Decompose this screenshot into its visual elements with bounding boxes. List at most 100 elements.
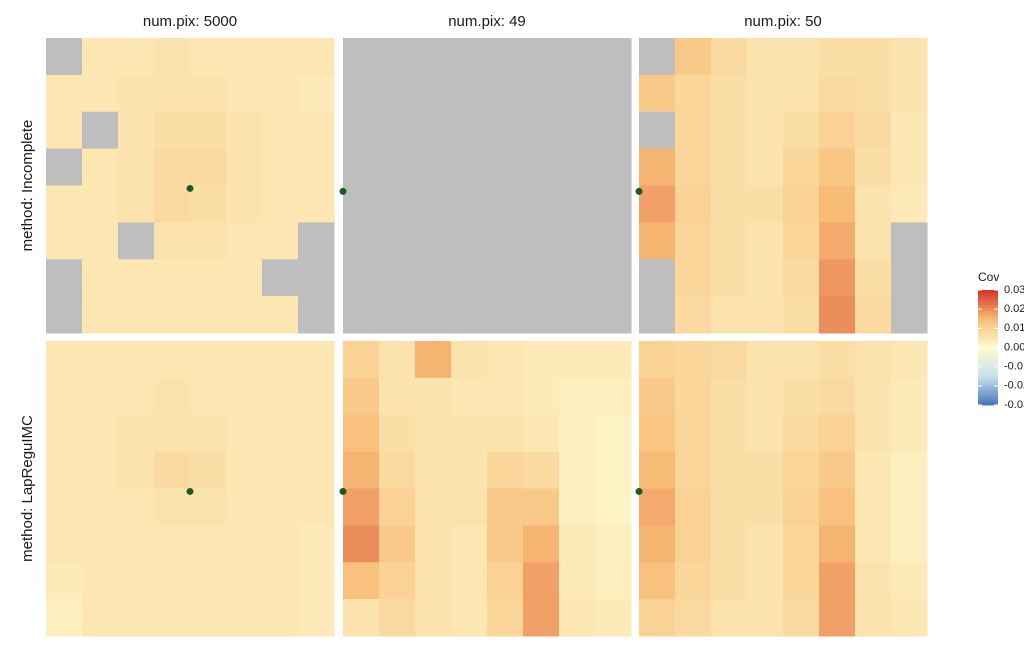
heat-cell xyxy=(415,488,452,526)
heat-cell xyxy=(711,111,748,150)
heat-cell xyxy=(154,74,191,113)
heat-cell xyxy=(711,222,748,260)
heat-cell xyxy=(379,451,416,489)
heat-cell xyxy=(783,185,820,223)
heat-cell xyxy=(891,525,928,563)
heat-cell xyxy=(639,525,676,563)
heat-cell xyxy=(154,185,191,223)
heat-cell xyxy=(118,341,155,379)
heat-cell xyxy=(343,599,380,637)
location-point xyxy=(339,487,347,495)
heat-cell xyxy=(451,451,488,489)
heat-cell xyxy=(118,222,155,260)
column-label: num.pix: 49 xyxy=(448,13,526,30)
heat-cell xyxy=(262,562,299,600)
heat-cell xyxy=(487,74,524,113)
heat-cell xyxy=(747,148,784,186)
colorbar-step xyxy=(978,402,998,406)
heat-cell xyxy=(559,74,596,113)
heat-cell xyxy=(190,38,227,76)
heat-cell xyxy=(891,111,928,150)
column-label: num.pix: 50 xyxy=(744,13,822,30)
heat-cell xyxy=(415,148,452,186)
heat-cell xyxy=(819,259,856,297)
heat-cell xyxy=(451,488,488,526)
heat-cell xyxy=(711,148,748,186)
heat-cell xyxy=(82,562,119,600)
colorbar-step xyxy=(978,344,998,348)
row-label: method: Incomplete xyxy=(19,120,36,252)
heat-cell xyxy=(855,185,892,223)
heat-cell xyxy=(595,185,632,223)
heat-cell xyxy=(595,148,632,186)
heat-cell xyxy=(46,562,83,600)
heat-cell xyxy=(639,562,676,600)
heat-cell xyxy=(343,525,380,563)
heat-cell xyxy=(819,562,856,600)
heat-cell xyxy=(675,488,712,526)
heat-cell xyxy=(343,148,380,186)
heat-cell xyxy=(559,148,596,186)
heat-cell xyxy=(487,414,524,453)
heat-cell xyxy=(819,341,856,379)
heat-cell xyxy=(523,341,560,379)
row-label: method: LapReguIMC xyxy=(19,415,36,562)
heat-cell xyxy=(523,377,560,416)
heat-cell xyxy=(559,488,596,526)
heat-cell xyxy=(343,38,380,76)
colorbar-step xyxy=(978,301,998,305)
heat-cell xyxy=(819,185,856,223)
heat-cell xyxy=(487,296,524,334)
heat-cell xyxy=(783,525,820,563)
heat-cell xyxy=(226,377,263,416)
heat-cell xyxy=(298,185,335,223)
heat-cell xyxy=(559,341,596,379)
heat-cell xyxy=(379,185,416,223)
heat-cell xyxy=(262,74,299,113)
colorbar-step xyxy=(978,333,998,337)
heat-cell xyxy=(595,259,632,297)
heat-cell xyxy=(595,111,632,150)
heat-cell xyxy=(487,377,524,416)
heat-cell xyxy=(343,451,380,489)
heat-cell xyxy=(559,296,596,334)
heat-cell xyxy=(190,185,227,223)
colorbar-tick-label: 0.00 xyxy=(1004,341,1024,353)
heat-cell xyxy=(298,488,335,526)
heat-cell xyxy=(711,562,748,600)
heat-cell xyxy=(154,599,191,637)
heat-cell xyxy=(855,259,892,297)
heat-cell xyxy=(891,296,928,334)
heat-cell xyxy=(523,296,560,334)
heat-cell xyxy=(559,259,596,297)
heat-cell xyxy=(675,296,712,334)
colorbar-tick-label: 0.01 xyxy=(1004,322,1024,334)
heat-cell xyxy=(46,222,83,260)
heat-cell xyxy=(487,488,524,526)
heat-cell xyxy=(379,525,416,563)
heat-cell xyxy=(639,377,676,416)
heat-cell xyxy=(711,38,748,76)
heat-cell xyxy=(298,222,335,260)
heat-cell xyxy=(379,414,416,453)
heat-cell xyxy=(747,259,784,297)
heat-cell xyxy=(675,599,712,637)
heat-cell xyxy=(639,488,676,526)
heat-cell xyxy=(639,148,676,186)
heat-cell xyxy=(415,259,452,297)
heat-cell xyxy=(118,414,155,453)
colorbar-step xyxy=(978,373,998,377)
heat-cell xyxy=(855,451,892,489)
heat-cell xyxy=(343,414,380,453)
colorbar-step xyxy=(978,324,998,328)
heat-cell xyxy=(379,259,416,297)
heat-cell xyxy=(82,377,119,416)
heat-cell xyxy=(226,185,263,223)
heat-cell xyxy=(639,599,676,637)
heat-cell xyxy=(523,38,560,76)
heat-cell xyxy=(226,451,263,489)
heat-cell xyxy=(415,296,452,334)
location-point xyxy=(339,187,347,195)
heat-cell xyxy=(226,222,263,260)
heat-cell xyxy=(711,377,748,416)
